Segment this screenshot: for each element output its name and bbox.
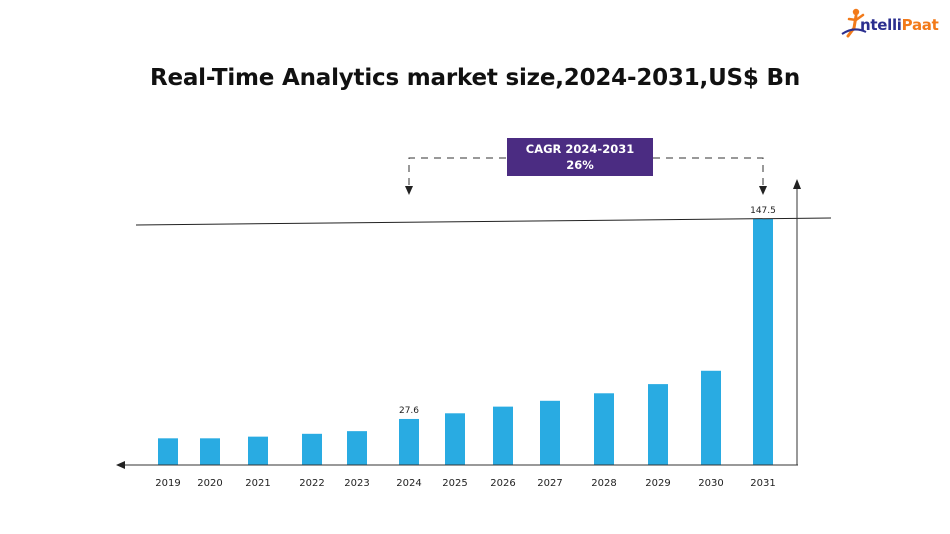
reference-line bbox=[135, 217, 832, 226]
cagr-box: CAGR 2024-2031 26% bbox=[507, 138, 653, 176]
cagr-bracket bbox=[408, 157, 764, 185]
logo-wordmark: ntelliPaat bbox=[860, 16, 939, 34]
x-tick-labels: 2019 2020 2021 2022 2023 2024 2025 2026 2027 2028… bbox=[155, 478, 775, 489]
bar-2023 bbox=[347, 431, 367, 465]
x-tick-label: 2027 bbox=[537, 478, 562, 489]
x-tick-label: 2031 bbox=[750, 478, 775, 489]
bar-2031 bbox=[753, 219, 773, 465]
x-tick-label: 2028 bbox=[591, 478, 616, 489]
chart-title: Real-Time Analytics market size,2024-203… bbox=[149, 65, 801, 91]
cagr-arrow-right bbox=[759, 186, 767, 195]
bars-group bbox=[158, 219, 773, 465]
bar-2025 bbox=[445, 413, 465, 465]
y-axis-arrow bbox=[793, 179, 801, 189]
x-tick-label: 2019 bbox=[155, 478, 180, 489]
x-tick-label: 2021 bbox=[245, 478, 270, 489]
x-tick-label: 2020 bbox=[197, 478, 222, 489]
cagr-value: 26% bbox=[566, 158, 594, 172]
cagr-label: CAGR 2024-2031 bbox=[525, 142, 635, 156]
bar-2020 bbox=[200, 438, 220, 465]
bar-2029 bbox=[648, 384, 668, 465]
cagr-arrow-left bbox=[405, 186, 413, 195]
x-tick-label: 2026 bbox=[490, 478, 515, 489]
x-axis-arrow bbox=[116, 461, 125, 469]
bar-2027 bbox=[540, 400, 560, 465]
x-tick-label: 2023 bbox=[344, 478, 369, 489]
x-tick-label: 2024 bbox=[396, 478, 421, 489]
x-tick-label: 2029 bbox=[645, 478, 670, 489]
logo-text-part2: Paat bbox=[901, 16, 939, 34]
x-tick-label: 2030 bbox=[698, 478, 723, 489]
intellipaat-logo: ntelliPaat bbox=[840, 6, 940, 42]
logo-text-part1: ntelli bbox=[860, 16, 902, 34]
x-tick-label: 2025 bbox=[442, 478, 467, 489]
bar-2030 bbox=[701, 370, 721, 465]
intellipaat-person-icon bbox=[841, 8, 867, 38]
bar-2028 bbox=[594, 393, 614, 465]
data-labels: 27.6 147.5 bbox=[399, 206, 776, 416]
bar-2026 bbox=[493, 406, 513, 465]
x-tick-label: 2022 bbox=[299, 478, 324, 489]
bar-2024 bbox=[399, 418, 419, 465]
data-label-2024: 27.6 bbox=[399, 406, 419, 416]
bar-2019 bbox=[158, 438, 178, 465]
bar-2022 bbox=[302, 433, 322, 465]
data-label-2031: 147.5 bbox=[750, 206, 776, 216]
bar-2021 bbox=[248, 436, 268, 465]
